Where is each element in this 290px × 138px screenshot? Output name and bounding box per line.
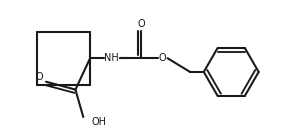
Text: O: O [35, 72, 43, 82]
Text: O: O [137, 19, 145, 29]
Text: O: O [159, 53, 166, 63]
Text: OH: OH [91, 117, 106, 127]
Text: NH: NH [104, 53, 119, 63]
